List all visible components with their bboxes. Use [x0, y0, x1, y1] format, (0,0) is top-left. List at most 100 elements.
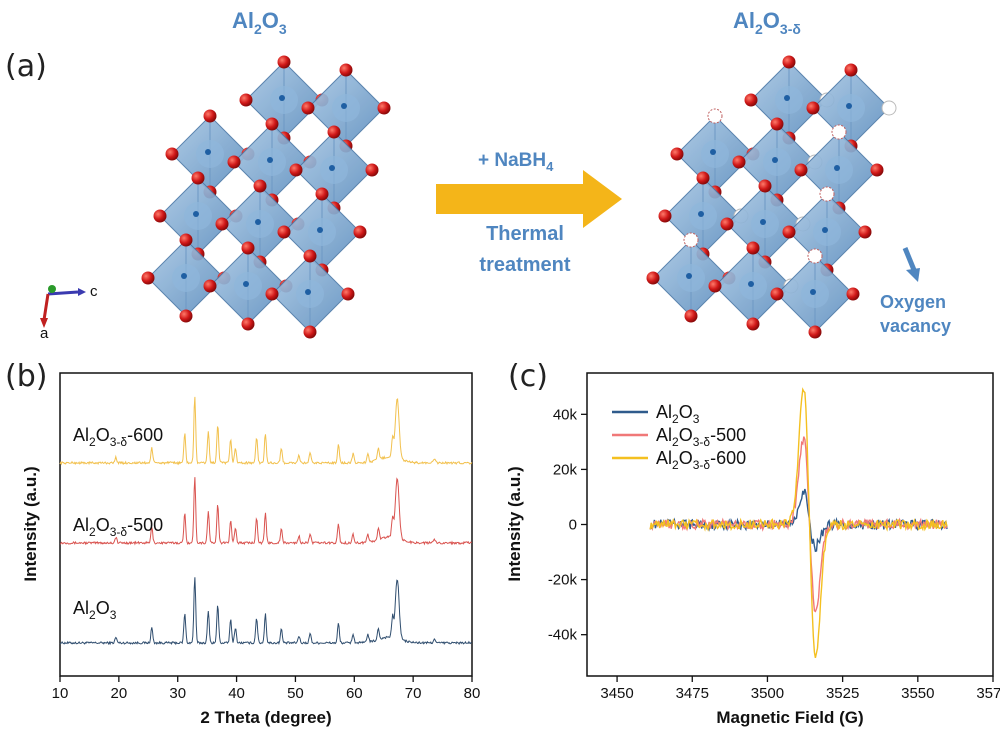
- xrd-x-tick-label: 80: [464, 685, 481, 702]
- oxygen-atom: [782, 225, 796, 239]
- oxygen-atom: [806, 101, 820, 115]
- aluminum-core: [710, 149, 716, 155]
- xrd-plot-frame: [59, 372, 473, 677]
- xrd-y-axis-label: Intensity (a.u.): [21, 466, 40, 581]
- oxygen-atom: [670, 147, 684, 161]
- xrd-x-tick-label: 10: [52, 685, 69, 702]
- aluminum-core: [784, 95, 790, 101]
- oxygen-atom: [365, 163, 379, 177]
- epr-x-tick-label: 3550: [901, 685, 934, 702]
- oxygen-atom: [179, 233, 193, 247]
- oxygen-atom: [377, 101, 391, 115]
- oxygen-atom: [770, 117, 784, 131]
- oxygen-atom: [708, 279, 722, 293]
- oxygen-atom: [153, 209, 167, 223]
- epr-x-tick-label: 3450: [600, 685, 633, 702]
- oxygen-atom: [794, 163, 808, 177]
- oxygen-atom: [353, 225, 367, 239]
- oxygen-atom: [720, 217, 734, 231]
- vacancy-line2: vacancy: [880, 316, 951, 336]
- oxygen-atom: [315, 187, 329, 201]
- epr-y-tick-label: 40k: [553, 406, 578, 423]
- reaction-arrow: [436, 170, 622, 228]
- oxygen-vacancy: [831, 124, 847, 140]
- aluminum-core: [846, 103, 852, 109]
- xrd-series-line: [59, 577, 472, 646]
- xrd-series-line: [59, 396, 473, 466]
- aluminum-core: [698, 211, 704, 217]
- crystal-structure-left: [141, 55, 391, 339]
- epr-ticks: 3450 3475 3500 3525 3550 3575 -40k -20k 0 20k 40k: [548, 406, 1000, 702]
- aluminum-core: [810, 289, 816, 295]
- epr-y-tick-label: 20k: [553, 461, 578, 478]
- oxygen-atom: [165, 147, 179, 161]
- oxygen-atom: [227, 155, 241, 169]
- xrd-x-axis-label: 2 Theta (degree): [200, 708, 331, 727]
- epr-legend-label: Al2O3: [656, 402, 700, 426]
- aluminum-core: [279, 95, 285, 101]
- epr-y-tick-label: -40k: [548, 627, 578, 644]
- epr-y-axis-label: Intensity (a.u.): [505, 466, 524, 581]
- aluminum-core: [748, 281, 754, 287]
- oxygen-atom: [846, 287, 860, 301]
- aluminum-core: [834, 165, 840, 171]
- xrd-series-label: Al2O3: [73, 598, 117, 622]
- epr-x-axis-label: Magnetic Field (G): [716, 708, 863, 727]
- oxygen-atom: [770, 287, 784, 301]
- aluminum-core: [317, 227, 323, 233]
- oxygen-atom: [844, 63, 858, 77]
- oxygen-atom: [179, 309, 193, 323]
- aluminum-core: [267, 157, 273, 163]
- oxygen-atom: [241, 241, 255, 255]
- oxygen-atom: [265, 117, 279, 131]
- aluminum-core: [181, 273, 187, 279]
- xrd-x-tick-label: 40: [228, 685, 245, 702]
- oxygen-vacancy: [819, 186, 835, 202]
- oxygen-vacancy: [881, 100, 897, 116]
- aluminum-core: [305, 289, 311, 295]
- oxygen-atom: [808, 325, 822, 339]
- epr-y-tick-label: -20k: [548, 572, 578, 589]
- xrd-x-tick-label: 50: [287, 685, 304, 702]
- panel-a-label: (a): [5, 49, 47, 84]
- oxygen-atom: [732, 155, 746, 169]
- epr-series: [649, 387, 948, 659]
- oxygen-vacancy: [807, 248, 823, 264]
- crystal-structure-right: [646, 55, 897, 339]
- oxygen-atom: [341, 287, 355, 301]
- oxygen-atom: [141, 271, 155, 285]
- aluminum-core: [243, 281, 249, 287]
- xrd-x-ticks: 10 20 30 40 50 60 70 80: [52, 676, 481, 702]
- epr-y-tick-label: 0: [569, 517, 577, 534]
- vacancy-line1: Oxygen: [880, 292, 946, 312]
- xrd-series-line: [59, 477, 473, 546]
- oxygen-atom: [239, 93, 253, 107]
- oxygen-atom: [253, 179, 267, 193]
- right-structure-title: Al2O3-δ: [733, 8, 801, 37]
- oxygen-atom: [327, 125, 341, 139]
- oxygen-atom: [870, 163, 884, 177]
- epr-series-line: [649, 387, 948, 659]
- epr-legend-label: Al2O3-δ-600: [656, 448, 746, 472]
- aluminum-core: [772, 157, 778, 163]
- epr-x-tick-label: 3525: [826, 685, 859, 702]
- aluminum-core: [255, 219, 261, 225]
- xrd-series-label: Al2O3-δ-500: [73, 515, 163, 539]
- xrd-series: [59, 396, 473, 646]
- oxygen-atom: [782, 55, 796, 69]
- oxygen-atom: [215, 217, 229, 231]
- panel-b-label: (b): [5, 359, 47, 394]
- axis-a-label: a: [40, 325, 49, 342]
- oxygen-atom: [277, 225, 291, 239]
- oxygen-atom: [203, 109, 217, 123]
- oxygen-vacancy: [683, 232, 699, 248]
- oxygen-atom: [303, 325, 317, 339]
- epr-x-tick-label: 3575: [976, 685, 1000, 702]
- xrd-x-tick-label: 30: [169, 685, 186, 702]
- oxygen-atom: [684, 309, 698, 323]
- panel-c-label: (c): [508, 359, 548, 394]
- aluminum-core: [205, 149, 211, 155]
- oxygen-atom: [265, 287, 279, 301]
- oxygen-atom: [696, 171, 710, 185]
